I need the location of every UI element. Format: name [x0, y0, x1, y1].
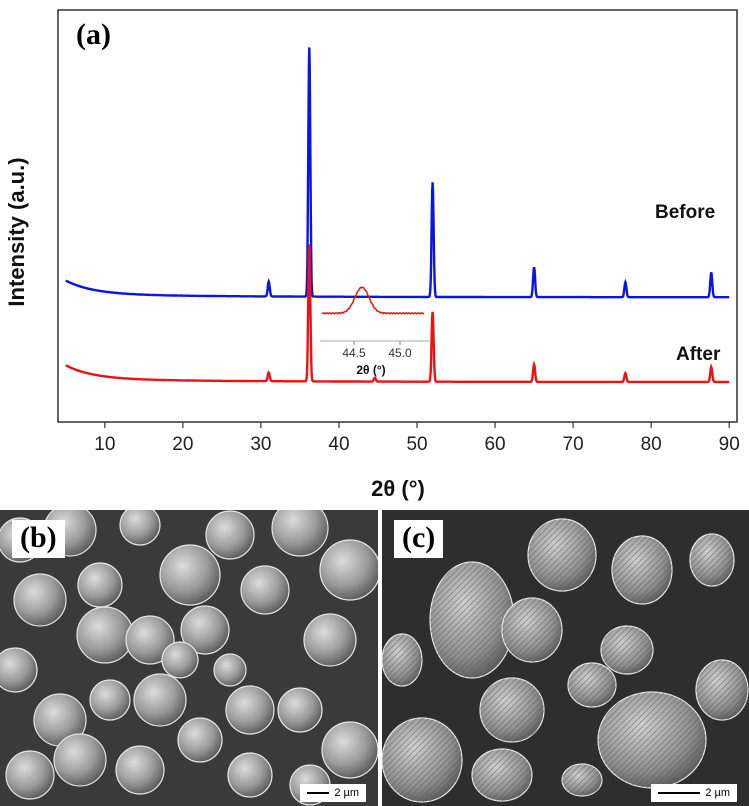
panel-label-c: (c)	[394, 520, 444, 558]
sem-b-particles-particle	[133, 673, 187, 727]
sem-micrograph-c	[382, 510, 749, 806]
sem-b-particles-particle	[161, 641, 199, 679]
sem-b-particles-particle	[53, 733, 107, 787]
sem-b-particles-particle	[225, 685, 275, 735]
sem-b-particles-particle	[0, 647, 38, 693]
sem-b-particles-particle	[77, 562, 123, 608]
inset-plot: 44.5 45.0 2θ (°)	[320, 286, 430, 377]
panel-label-a: (a)	[76, 18, 111, 51]
sem-c-particles-texture	[382, 634, 422, 686]
sem-c-particles-texture	[601, 626, 653, 674]
sem-b-particles-particle	[159, 544, 221, 606]
x-tick-label-50: 50	[406, 434, 427, 455]
sem-b-particles-particle	[213, 653, 247, 687]
sem-c-particles-texture	[430, 562, 514, 678]
sem-b-particles-particle	[321, 721, 378, 779]
sem-b-particles-particle	[271, 510, 329, 557]
sem-b-particles-particle	[13, 573, 67, 627]
x-tick-label-10: 10	[94, 434, 115, 455]
series-line-before	[65, 47, 730, 299]
sem-c-particles-texture	[612, 536, 672, 604]
sem-b-particles-particle	[277, 687, 323, 733]
sem-c-particles-texture	[472, 749, 532, 801]
sem-c-particles-texture	[696, 660, 748, 720]
inset-x-axis-title: 2θ (°)	[356, 363, 385, 377]
sem-image-after: (c) 2 µm	[382, 510, 749, 806]
scale-bar-text-c: 2 µm	[705, 787, 730, 799]
sem-c-particles-texture	[562, 764, 602, 796]
sem-b-particles-particle	[115, 745, 165, 795]
x-tick-label-80: 80	[641, 434, 662, 455]
inset-tick-label-45-0: 45.0	[388, 346, 412, 360]
sem-b-particles-particle	[303, 613, 357, 667]
scale-bar-c: 2 µm	[651, 784, 737, 802]
xrd-chart: 10 20 30 40 50 60 70 80 90 (a) Before After 2θ (…	[4, 9, 740, 501]
plot-frame	[57, 9, 738, 423]
sem-c-particles-texture	[568, 663, 616, 707]
sem-b-particles-particle	[125, 615, 175, 665]
scale-bar-b: 2 µm	[300, 784, 366, 802]
sem-b-particles-particle	[76, 606, 134, 664]
sem-c-particles-texture	[690, 534, 734, 586]
panel-label-b: (b)	[12, 520, 65, 558]
sem-b-particles-particle	[227, 752, 273, 798]
scale-bar-text-b: 2 µm	[334, 787, 359, 799]
sem-c-particles-texture	[528, 519, 596, 591]
series-group	[65, 47, 730, 384]
sem-b-particles-particle	[240, 565, 290, 615]
series-label-after: After	[676, 344, 721, 365]
sem-b-particles-particle	[89, 679, 131, 721]
sem-c-particles-texture	[382, 718, 462, 802]
sem-b-particles-particle	[177, 717, 223, 763]
sem-b-particles-particle	[119, 510, 161, 546]
scale-bar-line-b	[307, 792, 330, 794]
x-tick-label-20: 20	[172, 434, 193, 455]
x-tick-label-40: 40	[328, 434, 349, 455]
x-tick-label-70: 70	[563, 434, 584, 455]
x-axis-ticks: 10 20 30 40 50 60 70 80 90	[94, 422, 740, 455]
series-label-before: Before	[655, 202, 715, 223]
sem-micrograph-b	[0, 510, 378, 806]
x-tick-label-30: 30	[250, 434, 271, 455]
x-axis-title: 2θ (°)	[371, 476, 425, 501]
sem-c-particles-texture	[502, 598, 562, 662]
sem-b-particles-particle	[319, 539, 378, 601]
y-axis-title: Intensity (a.u.)	[4, 157, 29, 306]
x-tick-label-60: 60	[484, 434, 505, 455]
inset-peak-curve	[321, 286, 425, 315]
inset-tick-label-44-5: 44.5	[342, 346, 366, 360]
scale-bar-line-c	[658, 792, 701, 794]
sem-b-particles-particle	[5, 750, 55, 800]
sem-c-particles-texture	[598, 692, 706, 788]
sem-b-particles-particle	[180, 605, 230, 655]
sem-c-particles-texture	[480, 678, 544, 742]
sem-image-before: (b) 2 µm	[0, 510, 378, 806]
x-tick-label-90: 90	[719, 434, 740, 455]
sem-b-particles-particle	[205, 510, 255, 560]
series-line-after	[65, 244, 730, 384]
